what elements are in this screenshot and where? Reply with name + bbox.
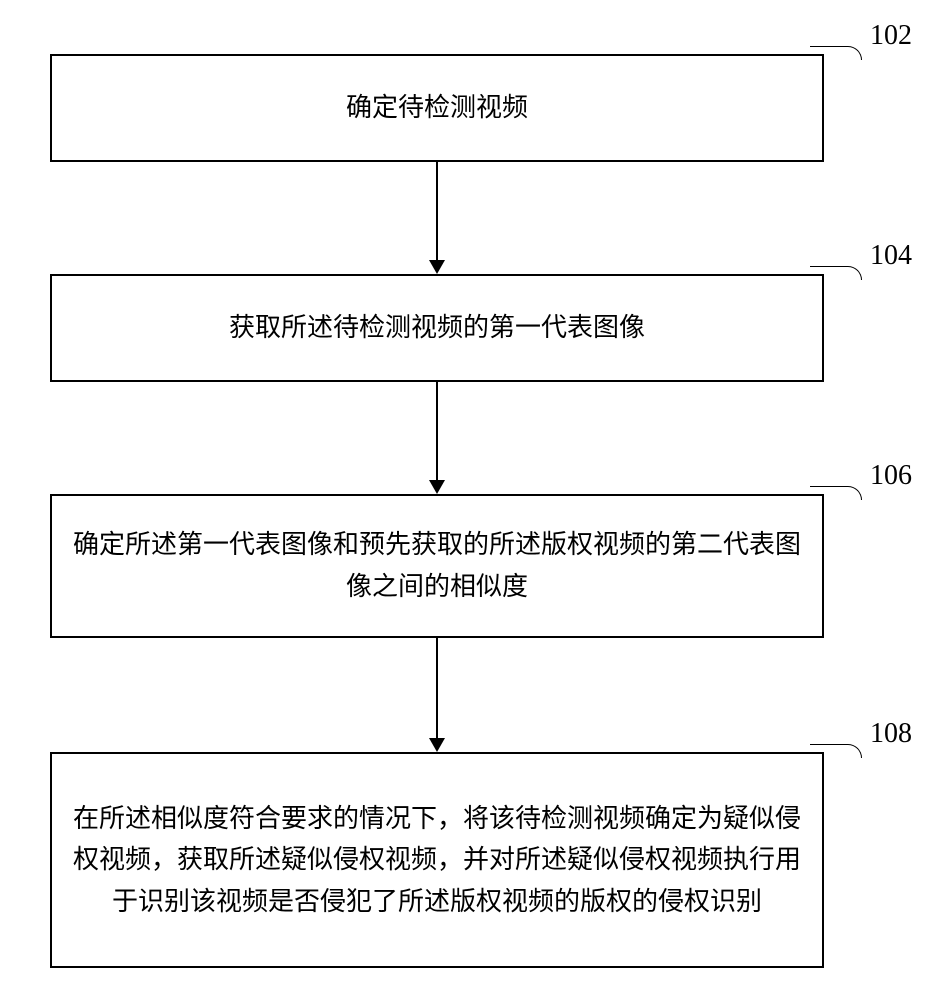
flow-node-106: 确定所述第一代表图像和预先获取的所述版权视频的第二代表图像之间的相似度 bbox=[50, 494, 824, 638]
leader-line bbox=[810, 486, 862, 500]
flow-label-108: 108 bbox=[870, 718, 912, 750]
flow-label-104: 104 bbox=[870, 240, 912, 272]
flow-arrow-head bbox=[429, 480, 445, 494]
flow-node-text: 在所述相似度符合要求的情况下，将该待检测视频确定为疑似侵权视频，获取所述疑似侵权… bbox=[72, 798, 802, 923]
flow-label-102: 102 bbox=[870, 20, 912, 52]
flowchart-canvas: 确定待检测视频 102 获取所述待检测视频的第一代表图像 104 确定所述第一代… bbox=[0, 0, 944, 1000]
flow-node-104: 获取所述待检测视频的第一代表图像 bbox=[50, 274, 824, 382]
flow-node-text: 获取所述待检测视频的第一代表图像 bbox=[229, 307, 645, 349]
leader-line bbox=[810, 744, 862, 758]
flow-node-text: 确定所述第一代表图像和预先获取的所述版权视频的第二代表图像之间的相似度 bbox=[72, 524, 802, 607]
flow-arrow bbox=[436, 162, 438, 260]
flow-node-102: 确定待检测视频 bbox=[50, 54, 824, 162]
flow-arrow bbox=[436, 638, 438, 738]
leader-line bbox=[810, 266, 862, 280]
flow-arrow-head bbox=[429, 738, 445, 752]
flow-arrow-head bbox=[429, 260, 445, 274]
flow-node-text: 确定待检测视频 bbox=[346, 87, 528, 129]
flow-label-106: 106 bbox=[870, 460, 912, 492]
flow-node-108: 在所述相似度符合要求的情况下，将该待检测视频确定为疑似侵权视频，获取所述疑似侵权… bbox=[50, 752, 824, 968]
leader-line bbox=[810, 46, 862, 60]
flow-arrow bbox=[436, 382, 438, 480]
